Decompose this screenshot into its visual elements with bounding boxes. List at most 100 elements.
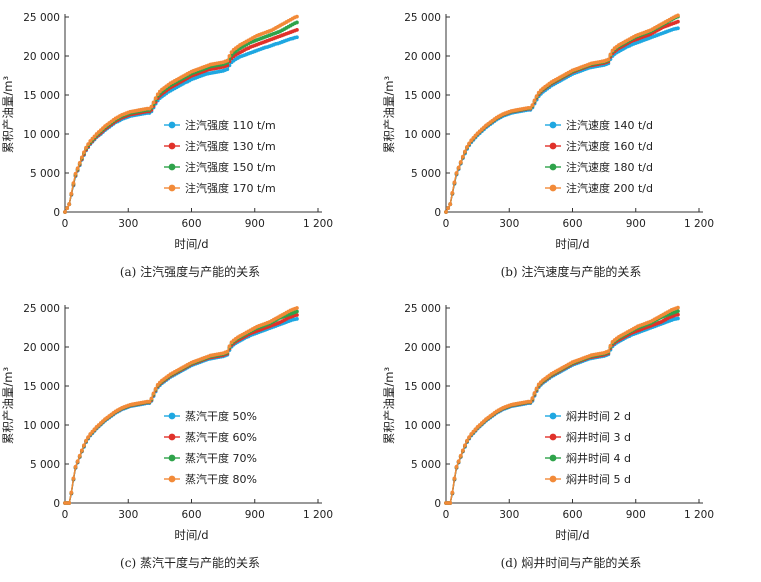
y-tick-label: 0 xyxy=(53,498,60,510)
x-tick-label: 900 xyxy=(245,509,265,521)
data-point-s1 xyxy=(676,26,680,31)
data-point-s1 xyxy=(295,35,299,40)
data-point-s4 xyxy=(446,206,451,211)
legend-label: 焖井时间 5 d xyxy=(566,472,631,486)
data-point-s4 xyxy=(147,399,152,404)
data-point-s4 xyxy=(528,105,533,110)
x-axis-label: 时间/d xyxy=(174,528,208,542)
y-tick-label: 15 000 xyxy=(404,381,441,393)
y-tick-label: 20 000 xyxy=(404,51,441,63)
data-point-s4 xyxy=(67,501,72,505)
data-point-s4 xyxy=(227,344,232,349)
data-point-s4 xyxy=(227,54,232,58)
data-point-s4 xyxy=(530,396,535,400)
data-point-s4 xyxy=(151,391,156,396)
data-point-s4 xyxy=(530,103,535,108)
data-point-s4 xyxy=(448,202,453,207)
series-line-1 xyxy=(446,317,679,504)
data-point-s4 xyxy=(454,171,459,175)
legend-marker xyxy=(168,142,176,150)
data-point-s4 xyxy=(79,448,84,453)
data-point-s4 xyxy=(606,57,611,62)
legend-marker xyxy=(549,412,557,420)
data-point-s3 xyxy=(295,20,299,25)
legend-marker xyxy=(168,475,176,483)
x-tick-label: 0 xyxy=(62,509,69,521)
y-tick-label: 25 000 xyxy=(404,303,441,315)
data-point-s4 xyxy=(225,349,230,354)
data-point-s3 xyxy=(676,309,680,314)
y-tick-label: 15 000 xyxy=(23,90,60,102)
legend-marker xyxy=(549,475,557,483)
data-point-s4 xyxy=(456,459,461,464)
legend-label: 注汽速度 160 t/d xyxy=(566,139,653,153)
series-line-2 xyxy=(65,314,298,504)
data-point-s4 xyxy=(450,490,455,495)
data-point-s1 xyxy=(225,67,230,72)
chart-svg-c: 0 300 600 900 1 200 0 5 000 10 000 15 000 20 000 2… xyxy=(1,303,333,542)
legend-marker xyxy=(549,121,557,129)
y-tick-label: 0 xyxy=(434,207,441,219)
data-point-s4 xyxy=(75,166,80,171)
data-point-s4 xyxy=(82,443,86,448)
data-point-s4 xyxy=(465,438,469,443)
chart-panel-a: 0 300 600 900 1 200 0 5 000 10 000 15 000 20 000 2… xyxy=(0,0,380,291)
data-point-s4 xyxy=(460,448,465,453)
x-tick-label: 0 xyxy=(443,218,450,230)
y-axis-label: 累积产油量/m³ xyxy=(382,76,396,154)
data-point-s4 xyxy=(71,181,76,186)
x-axis-label: 时间/d xyxy=(555,528,589,542)
data-point-s2 xyxy=(676,19,680,24)
x-tick-label: 900 xyxy=(626,218,646,230)
y-tick-label: 5 000 xyxy=(411,459,441,471)
data-point-s4 xyxy=(452,180,457,185)
data-point-s4 xyxy=(73,171,78,176)
legend-label: 注汽强度 170 t/m xyxy=(185,181,276,195)
data-point-s4 xyxy=(534,386,539,391)
data-point-s4 xyxy=(69,191,74,196)
series-line-3 xyxy=(65,310,298,504)
legend-marker xyxy=(549,184,557,192)
legend-label: 注汽强度 130 t/m xyxy=(185,139,276,153)
data-point-s4 xyxy=(75,459,80,464)
data-point-s4 xyxy=(77,453,82,458)
chart-caption-c: (c) 蒸汽干度与产能的关系 xyxy=(120,556,260,570)
data-point-s4 xyxy=(608,343,613,348)
x-tick-label: 300 xyxy=(499,509,519,521)
data-point-s2 xyxy=(295,313,299,317)
data-point-s4 xyxy=(450,190,455,195)
data-point-s4 xyxy=(295,306,299,310)
data-point-s4 xyxy=(676,305,680,310)
x-tick-label: 900 xyxy=(245,218,265,230)
data-point-s2 xyxy=(676,312,680,317)
legend-label: 注汽速度 180 t/d xyxy=(566,160,653,174)
x-axis-label: 时间/d xyxy=(174,237,208,251)
legend-marker xyxy=(549,163,557,171)
legend-label: 注汽强度 110 t/m xyxy=(185,118,276,132)
x-tick-label: 1 200 xyxy=(684,218,714,230)
x-tick-label: 1 200 xyxy=(684,509,714,521)
data-point-s4 xyxy=(67,202,72,207)
x-tick-label: 600 xyxy=(181,218,201,230)
legend-marker xyxy=(168,163,176,171)
x-tick-label: 600 xyxy=(562,509,582,521)
chart-caption-a: (a) 注汽强度与产能的关系 xyxy=(119,265,261,279)
data-point-s4 xyxy=(452,476,457,481)
y-tick-label: 20 000 xyxy=(23,342,60,354)
data-point-s4 xyxy=(458,453,463,458)
data-point-s4 xyxy=(465,144,469,149)
data-point-s1 xyxy=(295,317,299,321)
legend-marker xyxy=(168,184,176,192)
data-point-s4 xyxy=(608,52,613,57)
data-point-s4 xyxy=(534,94,539,99)
x-tick-label: 0 xyxy=(443,509,450,521)
data-point-s1 xyxy=(676,316,680,321)
data-point-s4 xyxy=(458,160,463,164)
legend-label: 蒸汽干度 70% xyxy=(185,451,257,465)
series-line-3 xyxy=(446,310,679,504)
data-point-s4 xyxy=(460,154,465,159)
x-tick-label: 900 xyxy=(626,509,646,521)
data-point-s4 xyxy=(444,210,448,214)
chart-caption-b: (b) 注汽速度与产能的关系 xyxy=(500,265,642,279)
legend-marker xyxy=(168,412,176,420)
